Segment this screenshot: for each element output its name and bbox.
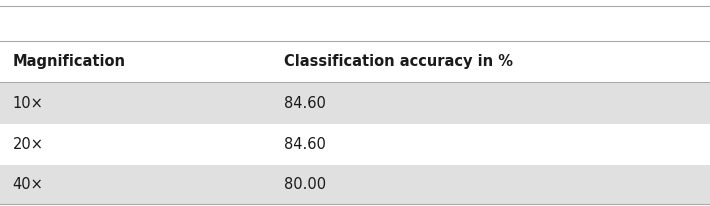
Text: 84.60: 84.60	[284, 137, 326, 152]
Bar	[0, 165, 710, 204]
Text: Classification accuracy in %: Classification accuracy in %	[284, 54, 513, 69]
Text: 20×: 20×	[13, 137, 44, 152]
Bar	[0, 124, 710, 165]
Text: 40×: 40×	[13, 177, 43, 192]
Bar	[0, 82, 710, 124]
Text: 80.00: 80.00	[284, 177, 326, 192]
Text: 10×: 10×	[13, 96, 43, 110]
Text: 84.60: 84.60	[284, 96, 326, 110]
Text: Magnification: Magnification	[13, 54, 126, 69]
